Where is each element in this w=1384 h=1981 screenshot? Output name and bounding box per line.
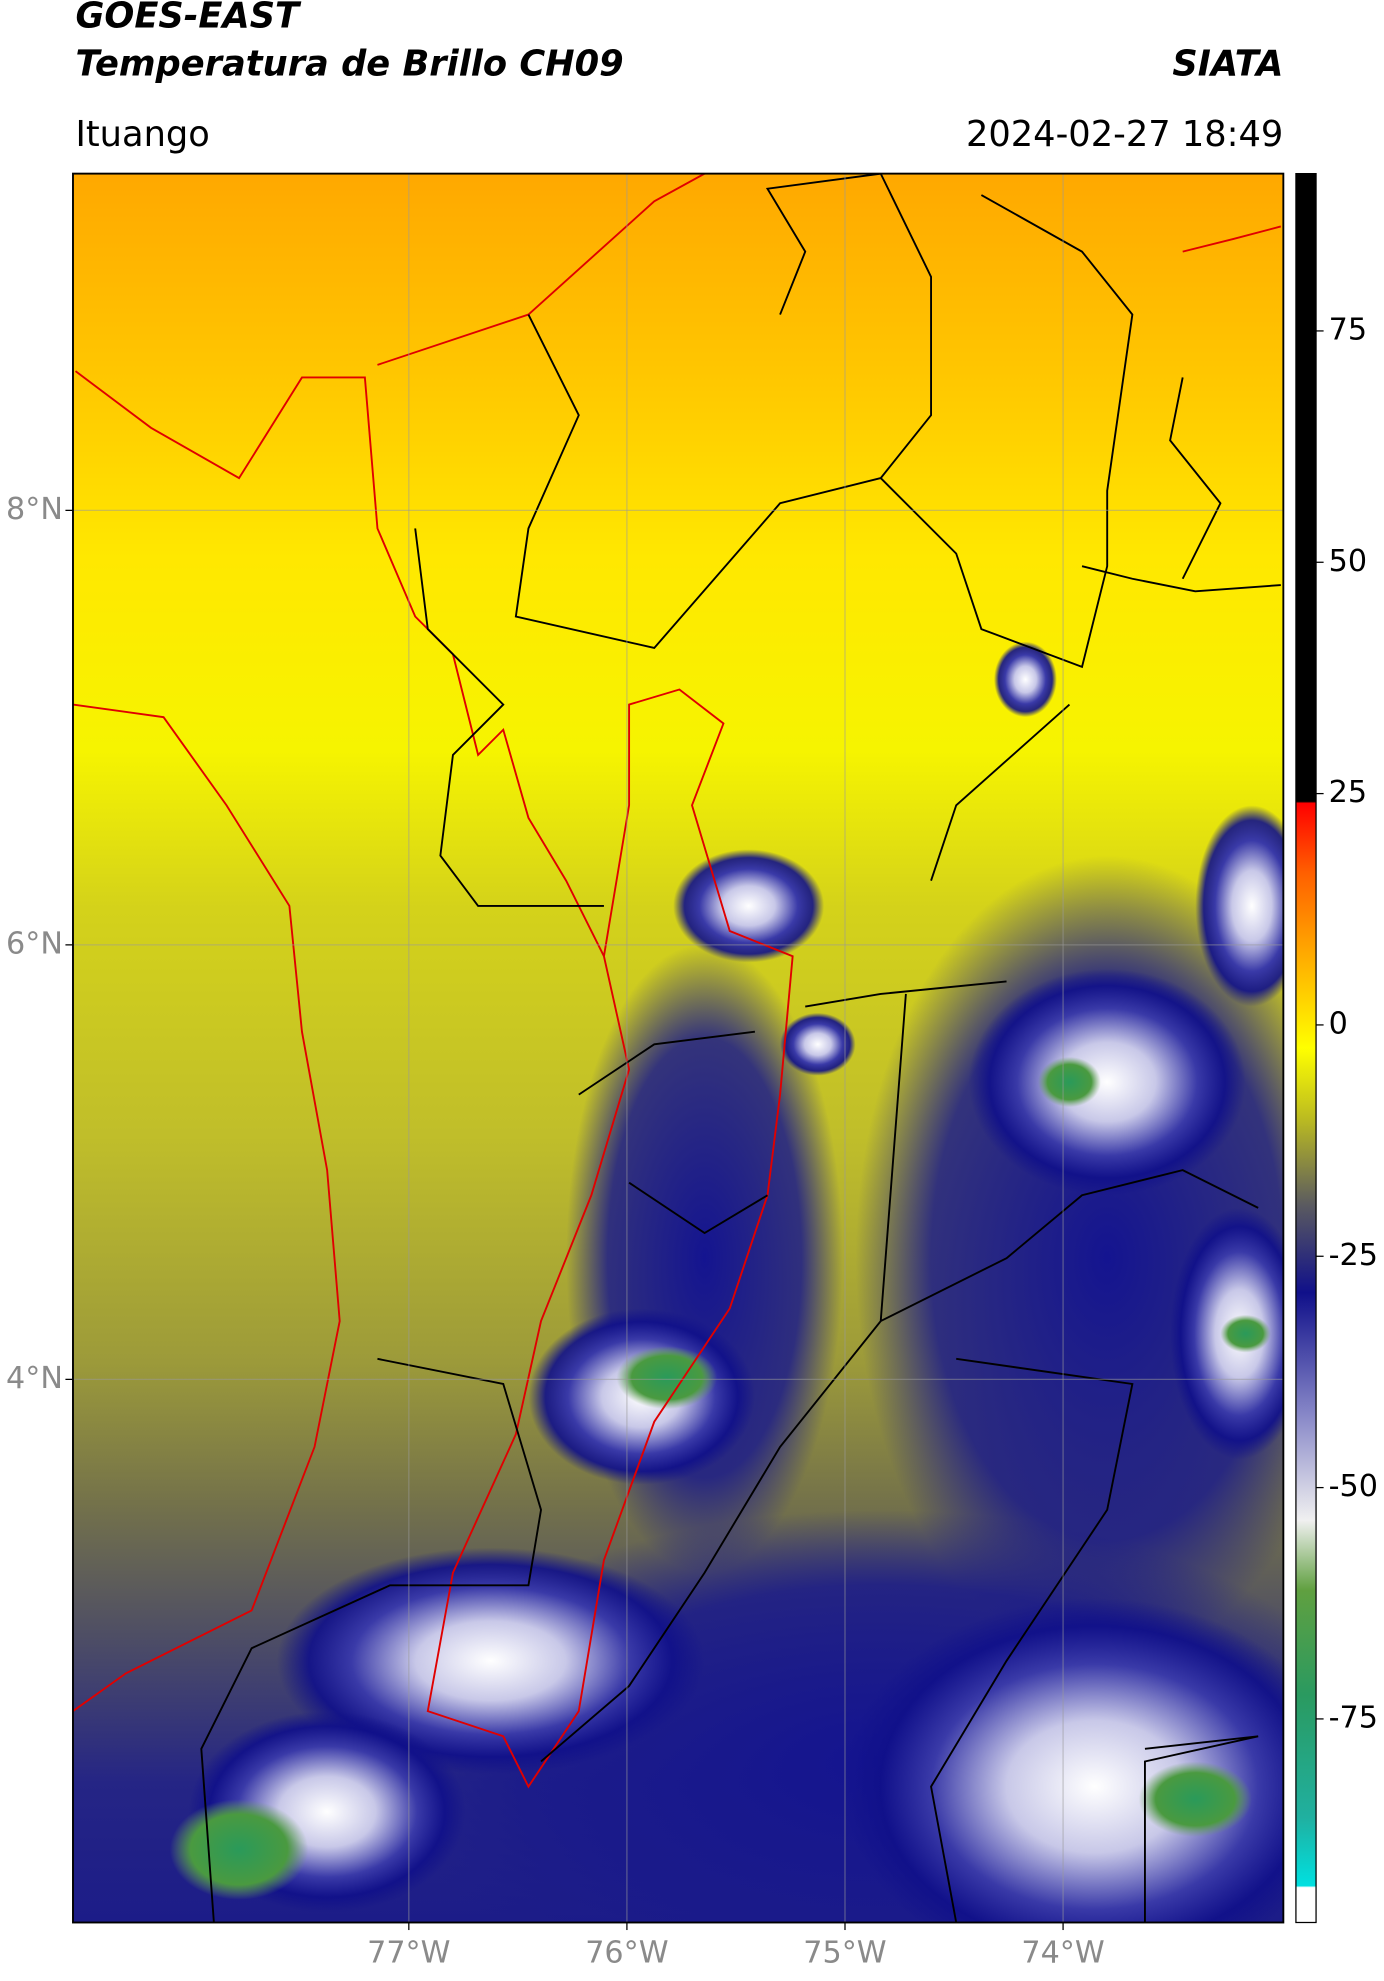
colorbar-tick-label: -25 xyxy=(1329,1238,1378,1273)
map-image xyxy=(72,173,1284,1923)
datetime: 2024-02-27 18:49 xyxy=(966,114,1283,155)
x-tick-label: 77°W xyxy=(367,1935,450,1970)
x-tick-label: 75°W xyxy=(803,1935,886,1970)
colorbar-tick-label: -75 xyxy=(1329,1700,1378,1735)
y-tick-label: 6°N xyxy=(6,926,63,961)
map-frame xyxy=(72,172,1285,1924)
title: GOES-EAST xyxy=(75,0,302,37)
colorbar xyxy=(1295,172,1317,1924)
colorbar-tick-label: 50 xyxy=(1329,544,1367,579)
grid xyxy=(72,173,1284,1923)
colorbar-tick-label: 75 xyxy=(1329,312,1367,347)
x-tick-label: 74°W xyxy=(1021,1935,1104,1970)
colorbar-tick-label: 25 xyxy=(1329,775,1367,810)
y-tick-label: 4°N xyxy=(6,1361,63,1396)
colorbar-tick-label: -50 xyxy=(1329,1469,1378,1504)
source: SIATA xyxy=(1172,43,1283,84)
y-tick-label: 8°N xyxy=(6,492,63,527)
x-tick-label: 76°W xyxy=(585,1935,668,1970)
subtitle: Temperatura de Brillo CH09 xyxy=(75,43,623,84)
colorbar-tick-label: 0 xyxy=(1329,1006,1348,1041)
place: Ituango xyxy=(75,114,209,155)
